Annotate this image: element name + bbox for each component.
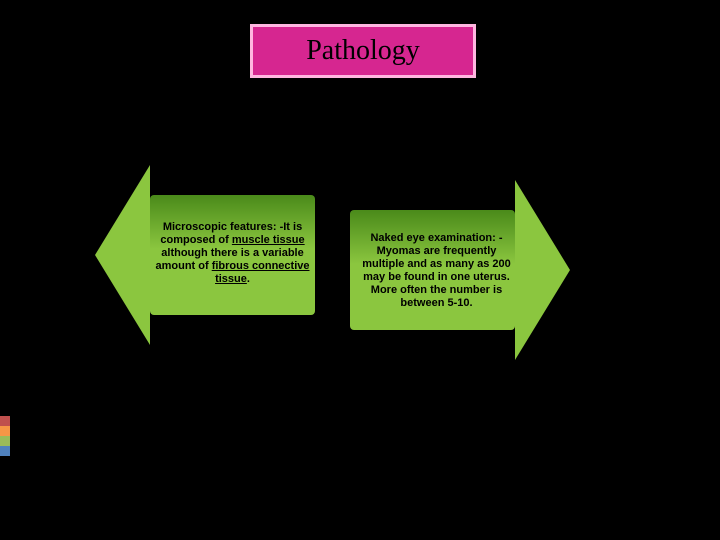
right-arrow-text: Naked eye examination: -Myomas are frequ…	[352, 228, 521, 314]
color-chip	[0, 446, 10, 456]
title-text: Pathology	[306, 35, 420, 66]
left-arrow-head	[95, 165, 150, 345]
color-chip	[0, 426, 10, 436]
right-arrow-head	[515, 180, 570, 360]
title-box: Pathology	[250, 24, 476, 78]
left-arrow-text: Microscopic features: -It is composed of…	[150, 217, 315, 290]
sidebar-color-chips	[0, 416, 10, 456]
color-chip	[0, 416, 10, 426]
color-chip	[0, 436, 10, 446]
